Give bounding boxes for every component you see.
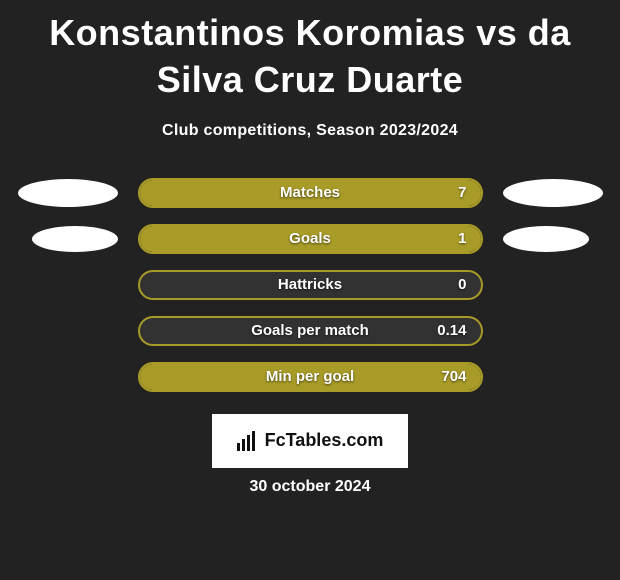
player-left-marker	[32, 226, 118, 252]
stat-row: Matches7	[0, 178, 620, 208]
stat-label: Hattricks	[140, 272, 481, 298]
stat-label: Goals per match	[140, 318, 481, 344]
stat-pill: Goals per match0.14	[138, 316, 483, 346]
comparison-card: Konstantinos Koromias vs da Silva Cruz D…	[0, 0, 620, 496]
stat-row: Hattricks0	[0, 270, 620, 300]
player-right-marker	[503, 226, 589, 252]
stat-row: Goals1	[0, 224, 620, 254]
stat-label: Goals	[140, 226, 481, 252]
stat-pill: Goals1	[138, 224, 483, 254]
page-title: Konstantinos Koromias vs da Silva Cruz D…	[0, 10, 620, 122]
stat-value: 704	[441, 364, 466, 390]
stat-pill: Matches7	[138, 178, 483, 208]
source-badge: FcTables.com	[212, 414, 408, 468]
stat-value: 1	[458, 226, 466, 252]
date-text: 30 october 2024	[0, 478, 620, 496]
stat-label: Min per goal	[140, 364, 481, 390]
stat-row: Min per goal704	[0, 362, 620, 392]
stat-value: 0.14	[437, 318, 466, 344]
chart-icon	[237, 431, 259, 451]
source-badge-text: FcTables.com	[265, 430, 384, 451]
stats-list: Matches7Goals1Hattricks0Goals per match0…	[0, 178, 620, 392]
stat-value: 0	[458, 272, 466, 298]
stat-row: Goals per match0.14	[0, 316, 620, 346]
stat-label: Matches	[140, 180, 481, 206]
subtitle: Club competitions, Season 2023/2024	[0, 122, 620, 140]
player-left-marker	[18, 179, 118, 207]
stat-pill: Min per goal704	[138, 362, 483, 392]
stat-value: 7	[458, 180, 466, 206]
player-right-marker	[503, 179, 603, 207]
stat-pill: Hattricks0	[138, 270, 483, 300]
